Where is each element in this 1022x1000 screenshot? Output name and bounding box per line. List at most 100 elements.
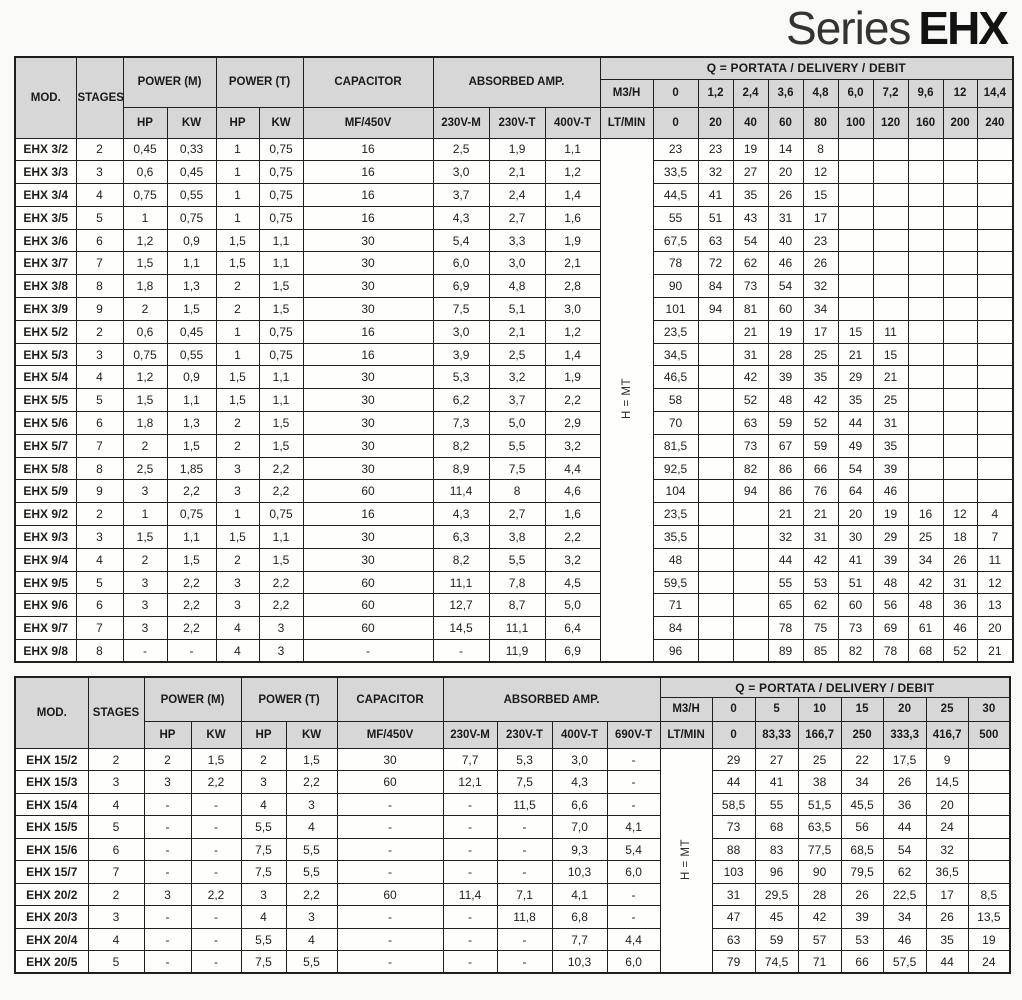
- value-cell: 2: [122, 433, 168, 458]
- value-cell: 85: [802, 639, 839, 663]
- value-cell: [872, 251, 909, 276]
- head-meters-label: H = MT: [599, 137, 654, 663]
- value-cell: 0,45: [166, 319, 217, 344]
- col-header-230v-t: 230V-T: [488, 106, 546, 139]
- value-cell: 1: [215, 183, 260, 207]
- value-cell: -: [143, 927, 192, 952]
- ltmin-value: 100: [837, 106, 874, 139]
- value-cell: 12,1: [442, 770, 498, 794]
- value-cell: 17,5: [882, 747, 927, 772]
- value-cell: -: [496, 860, 553, 884]
- value-cell: 1,5: [122, 525, 168, 549]
- value-cell: 21: [732, 319, 769, 344]
- value-cell: [697, 502, 734, 527]
- value-cell: 25: [872, 388, 909, 413]
- m3h-value: 1,2: [697, 78, 734, 108]
- value-cell: 2,2: [258, 593, 304, 618]
- value-cell: 3: [143, 882, 192, 907]
- m3h-value: 10: [797, 696, 842, 722]
- value-cell: 11: [976, 547, 1014, 572]
- value-cell: 0,75: [258, 319, 304, 344]
- value-cell: [967, 837, 1011, 862]
- value-cell: 34: [840, 770, 884, 794]
- value-cell: 1,1: [166, 388, 217, 413]
- table2-body: EHX 15/2 2 2 1,5 2 1,5 30 7,7 5,3 3,0- H = MT 29 27 2…: [14, 747, 1011, 974]
- value-cell: 20: [976, 616, 1014, 641]
- value-cell: [697, 433, 734, 458]
- value-cell: 1,1: [258, 228, 304, 253]
- ltmin-value: 166,7: [797, 720, 842, 749]
- value-cell: 15: [802, 183, 839, 207]
- value-cell: 63: [711, 927, 756, 952]
- value-cell: [942, 411, 978, 435]
- model-cell: EHX 20/5: [14, 950, 89, 974]
- value-cell: [907, 433, 944, 458]
- value-cell: -: [143, 792, 192, 817]
- value-cell: [732, 502, 769, 527]
- model-cell: EHX 5/9: [14, 479, 77, 504]
- value-cell: 9: [75, 479, 124, 504]
- col-header-capacitor: CAPACITOR: [302, 56, 434, 108]
- value-cell: 1,1: [258, 388, 304, 413]
- value-cell: 16: [907, 502, 944, 527]
- value-cell: [907, 342, 944, 367]
- value-cell: 44: [767, 547, 804, 572]
- value-cell: 52: [942, 639, 978, 663]
- value-cell: 1,5: [166, 547, 217, 572]
- value-cell: 0,45: [166, 160, 217, 185]
- col-header-kw-m: KW: [190, 720, 242, 749]
- value-cell: 2,5: [122, 456, 168, 481]
- col-header-absorbed-amp: ABSORBED AMP.: [432, 56, 601, 108]
- value-cell: 0,75: [258, 205, 304, 230]
- value-cell: 0,45: [122, 137, 168, 162]
- value-cell: 4: [215, 616, 260, 641]
- value-cell: 27: [754, 747, 799, 772]
- value-cell: 15: [837, 319, 874, 344]
- value-cell: 22,5: [882, 882, 927, 907]
- header-row-m3h: M3/H 0 5 10 15 20 25 30: [15, 696, 1011, 722]
- value-cell: 48: [652, 547, 699, 572]
- value-cell: 59,5: [652, 570, 699, 595]
- value-cell: 12: [942, 502, 978, 527]
- value-cell: 7,5: [496, 770, 553, 794]
- ltmin-value: 160: [907, 106, 944, 139]
- value-cell: -: [190, 792, 242, 817]
- value-cell: 90: [797, 860, 842, 884]
- value-cell: 3: [215, 456, 260, 481]
- value-cell: [697, 593, 734, 618]
- value-cell: [837, 160, 874, 185]
- value-cell: [942, 479, 978, 504]
- value-cell: 3,7: [432, 183, 490, 207]
- m3h-value: 20: [882, 696, 927, 722]
- value-cell: 11,1: [432, 570, 490, 595]
- value-cell: 2: [75, 502, 124, 527]
- value-cell: 19: [767, 319, 804, 344]
- datasheet-page: Series EHX MOD. STAGES POWER (M) POWER (T…: [14, 4, 1015, 975]
- value-cell: -: [336, 792, 444, 817]
- value-cell: [697, 388, 734, 413]
- value-cell: [976, 388, 1014, 413]
- table-row: EHX 15/7 7- -7,5 5,5- - -10,3 6,0 103 96 90 79,5 62…: [14, 860, 1011, 884]
- table-row: EHX 9/5 5 3 2,2 3 2,2 60 11,1 7,8 4,5 59,5 55 53 51 48…: [14, 570, 1014, 595]
- value-cell: 2,2: [258, 456, 304, 481]
- value-cell: -: [442, 792, 498, 817]
- value-cell: 1,2: [544, 319, 601, 344]
- ltmin-value: 333,3: [882, 720, 927, 749]
- value-cell: 3: [285, 792, 338, 817]
- value-cell: 45,5: [840, 792, 884, 817]
- value-cell: [907, 411, 944, 435]
- value-cell: 7,5: [240, 837, 287, 862]
- value-cell: [837, 297, 874, 321]
- value-cell: 2,2: [285, 770, 338, 794]
- value-cell: [907, 479, 944, 504]
- value-cell: 1: [122, 502, 168, 527]
- col-header-400v-t: 400V-T: [544, 106, 601, 139]
- value-cell: [967, 815, 1011, 839]
- m3h-value: 9,6: [907, 78, 944, 108]
- value-cell: 66: [840, 950, 884, 974]
- value-cell: [697, 342, 734, 367]
- value-cell: [967, 770, 1011, 794]
- value-cell: [907, 274, 944, 299]
- value-cell: 6: [75, 411, 124, 435]
- value-cell: 51,5: [797, 792, 842, 817]
